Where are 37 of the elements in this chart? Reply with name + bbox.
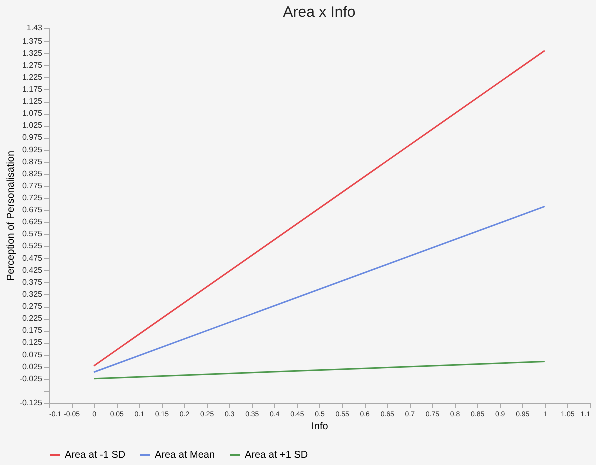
y-tick-label: 0.975 [22,133,44,142]
y-tick-label: -0.125 [20,398,44,408]
y-tick-label: 0.825 [22,169,44,178]
y-tick-label: 1.43 [26,24,44,32]
y-tick-label: 0.875 [22,157,44,166]
y-tick-label: 0.925 [22,145,44,154]
y-tick-label: 1.025 [22,121,44,130]
y-tick-label: 0.575 [22,230,44,239]
y-tick-label: 1.175 [22,84,44,94]
y-tick-label: 0.675 [22,206,44,215]
y-tick-label: 0.475 [22,254,44,263]
y-tick-label: 0.175 [22,326,44,336]
y-tick-label: 0.775 [22,181,44,190]
y-tick-label: 1.125 [22,97,44,106]
y-tick-label: 0.725 [22,194,44,203]
legend-label: Area at Mean [155,450,216,461]
y-tick-label: 0.375 [22,278,44,287]
y-tick-label: 0.025 [22,362,44,372]
y-tick-label: 0.275 [22,302,44,312]
y-tick-label: -0.025 [20,374,44,384]
y-axis-title: Perception of Personalisation [6,150,17,282]
y-tick-label: 0.225 [22,314,44,324]
y-tick-label: 0.325 [22,290,44,299]
y-tick-label: 1.375 [22,36,44,46]
y-tick-label: 1.275 [22,60,44,70]
y-tick-label: 1.225 [22,72,44,82]
y-tick-label: 0.625 [22,218,44,227]
y-tick-label: 0.125 [22,338,44,348]
legend-label: Area at -1 SD [65,450,126,461]
y-tick-label: 0.075 [22,350,44,360]
x-axis-title: Info [312,422,329,432]
chart-title: Area x Info [283,4,356,21]
y-tick-label: 1.075 [22,109,44,118]
y-tick-label: 0.425 [22,266,44,275]
y-tick-label: 0.525 [22,242,44,251]
legend-label: Area at +1 SD [245,450,308,461]
y-tick-label: 1.325 [22,48,44,58]
